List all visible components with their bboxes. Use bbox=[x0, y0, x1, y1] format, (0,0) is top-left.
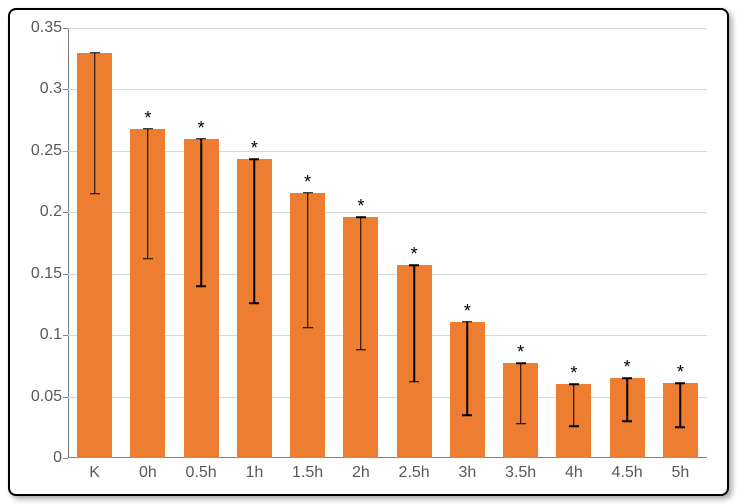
y-tick-label: 0 bbox=[53, 449, 68, 467]
plot-wrap: 0 0.05 0.1 0.15 0.2 0.25 0.3 0.35 K * 0h * 0.5h * 1h * 1… bbox=[10, 10, 727, 494]
error-cap bbox=[516, 363, 526, 365]
error-cap bbox=[303, 192, 313, 194]
significance-marker: * bbox=[144, 109, 151, 127]
error-cap bbox=[675, 427, 685, 429]
significance-marker: * bbox=[464, 302, 471, 320]
error-cap bbox=[90, 193, 100, 195]
significance-marker: * bbox=[517, 343, 524, 361]
error-cap bbox=[303, 327, 313, 329]
x-tick-label: 3h bbox=[458, 458, 476, 482]
y-gridline bbox=[68, 89, 707, 90]
x-tick-label: 4.5h bbox=[612, 458, 643, 482]
error-bar bbox=[413, 265, 415, 382]
y-gridline bbox=[68, 28, 707, 29]
error-cap bbox=[249, 302, 259, 304]
error-cap bbox=[356, 216, 366, 218]
error-cap bbox=[675, 382, 685, 384]
error-cap bbox=[196, 285, 206, 287]
error-cap bbox=[462, 321, 472, 323]
error-cap bbox=[143, 258, 153, 260]
error-cap bbox=[356, 349, 366, 351]
error-cap bbox=[516, 423, 526, 425]
error-cap bbox=[90, 52, 100, 54]
error-bar bbox=[680, 383, 682, 427]
error-bar bbox=[626, 378, 628, 421]
y-tick-label: 0.3 bbox=[40, 80, 68, 98]
error-bar bbox=[200, 139, 202, 286]
y-axis-line bbox=[68, 28, 69, 458]
y-tick-label: 0.2 bbox=[40, 203, 68, 221]
error-cap bbox=[622, 420, 632, 422]
x-tick-label: 0.5h bbox=[186, 458, 217, 482]
x-tick-label: 5h bbox=[671, 458, 689, 482]
x-tick-label: 0h bbox=[139, 458, 157, 482]
error-cap bbox=[409, 264, 419, 266]
significance-marker: * bbox=[198, 119, 205, 137]
x-tick-label: 4h bbox=[565, 458, 583, 482]
error-bar bbox=[94, 53, 96, 194]
y-tick-label: 0.05 bbox=[31, 388, 68, 406]
significance-marker: * bbox=[304, 173, 311, 191]
x-tick-label: 1h bbox=[245, 458, 263, 482]
error-cap bbox=[196, 138, 206, 140]
error-cap bbox=[249, 159, 259, 161]
x-tick-label: K bbox=[89, 458, 100, 482]
y-tick-label: 0.35 bbox=[31, 19, 68, 37]
significance-marker: * bbox=[677, 363, 684, 381]
error-cap bbox=[143, 128, 153, 130]
x-tick-label: 2.5h bbox=[399, 458, 430, 482]
y-tick-label: 0.25 bbox=[31, 142, 68, 160]
y-tick-label: 0.15 bbox=[31, 265, 68, 283]
significance-marker: * bbox=[570, 364, 577, 382]
error-bar bbox=[467, 322, 469, 415]
significance-marker: * bbox=[357, 197, 364, 215]
significance-marker: * bbox=[251, 139, 258, 157]
x-tick-label: 3.5h bbox=[505, 458, 536, 482]
chart-frame: 0 0.05 0.1 0.15 0.2 0.25 0.3 0.35 K * 0h * 0.5h * 1h * 1… bbox=[8, 8, 729, 496]
error-bar bbox=[254, 159, 256, 303]
x-tick-label: 2h bbox=[352, 458, 370, 482]
error-bar bbox=[360, 217, 362, 350]
error-cap bbox=[569, 425, 579, 427]
y-tick-label: 0.1 bbox=[40, 326, 68, 344]
error-cap bbox=[462, 414, 472, 416]
error-cap bbox=[622, 377, 632, 379]
error-bar bbox=[147, 129, 149, 259]
x-tick-label: 1.5h bbox=[292, 458, 323, 482]
significance-marker: * bbox=[411, 245, 418, 263]
error-cap bbox=[569, 384, 579, 386]
error-cap bbox=[409, 381, 419, 383]
error-bar bbox=[573, 384, 575, 426]
error-bar bbox=[307, 193, 309, 328]
plot-area: 00.050.10.150.20.250.30.35K*0h*0.5h*1h*1… bbox=[68, 28, 707, 458]
significance-marker: * bbox=[624, 358, 631, 376]
chart-outer: 0 0.05 0.1 0.15 0.2 0.25 0.3 0.35 K * 0h * 0.5h * 1h * 1… bbox=[0, 0, 737, 504]
error-bar bbox=[520, 363, 522, 423]
